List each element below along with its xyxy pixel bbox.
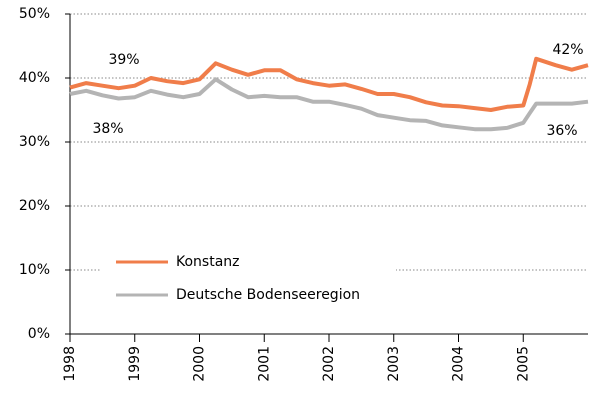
x-tick-label: 2005 [515, 346, 531, 382]
annotation: 39% [108, 52, 139, 68]
x-tick-label: 1999 [127, 346, 143, 382]
annotation: 36% [546, 123, 577, 139]
line [69, 56, 589, 112]
x-tick-label: 1998 [62, 346, 78, 382]
legend: Konstanz Deutsche Bodenseeregion [100, 246, 396, 310]
y-tick-label: 50% [19, 6, 50, 22]
x-tick-label: 2000 [192, 346, 208, 382]
line [69, 77, 589, 132]
x-tick-label: 2003 [386, 346, 402, 382]
x-tick-label: 2001 [256, 346, 272, 382]
x-tick-label: 2002 [321, 346, 337, 382]
y-tick-label: 30% [19, 134, 50, 150]
legend-label: Konstanz [176, 254, 240, 270]
y-tick-label: 20% [19, 198, 50, 214]
y-tick-label: 40% [19, 70, 50, 86]
annotation: 42% [552, 42, 583, 58]
legend-label: Deutsche Bodenseeregion [176, 287, 360, 303]
legend-background [100, 246, 396, 310]
y-tick-label: 0% [28, 326, 50, 342]
y-tick-label: 10% [19, 262, 50, 278]
x-tick-label: 2004 [451, 346, 467, 382]
annotation: 38% [92, 121, 123, 137]
